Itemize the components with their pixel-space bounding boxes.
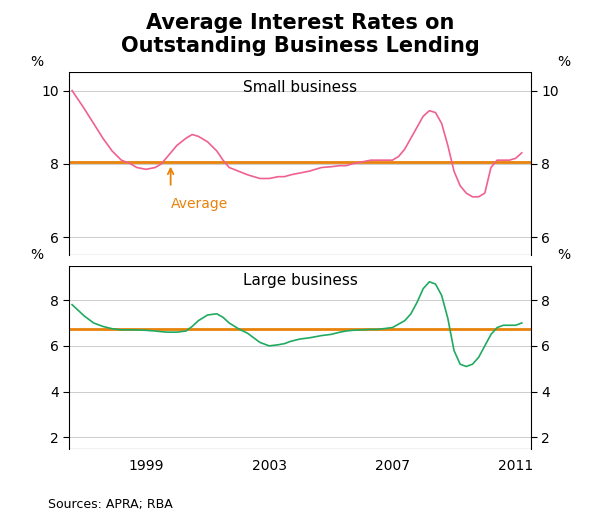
Text: %: %	[30, 248, 43, 262]
Text: Average: Average	[170, 197, 228, 211]
Text: %: %	[30, 55, 43, 69]
Text: Sources: APRA; RBA: Sources: APRA; RBA	[48, 498, 173, 511]
Text: Average Interest Rates on
Outstanding Business Lending: Average Interest Rates on Outstanding Bu…	[121, 13, 479, 56]
Text: Large business: Large business	[242, 273, 358, 288]
Text: Small business: Small business	[243, 79, 357, 94]
Text: %: %	[557, 248, 570, 262]
Text: %: %	[557, 55, 570, 69]
